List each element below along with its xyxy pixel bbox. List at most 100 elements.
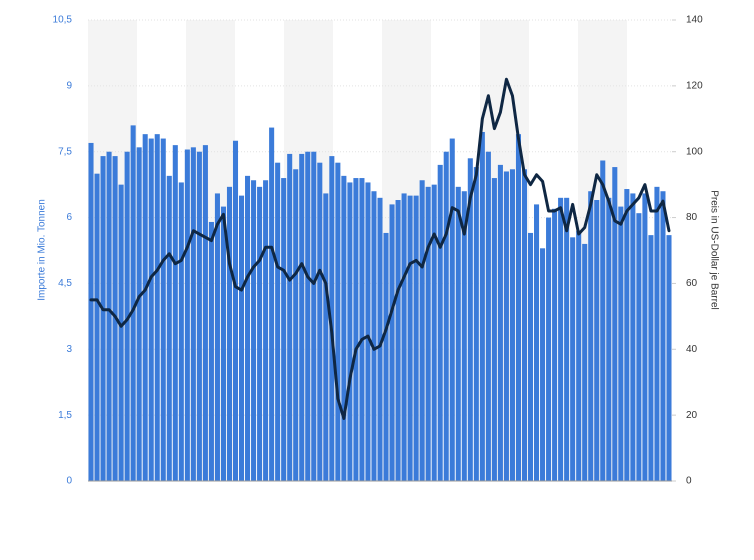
- bar: [251, 180, 257, 481]
- y-tick-label: 9: [66, 80, 72, 91]
- bar: [407, 195, 413, 481]
- bar: [564, 197, 570, 482]
- y2-tick-label: 20: [686, 410, 698, 421]
- bar: [178, 182, 184, 481]
- bar: [365, 182, 371, 481]
- bar: [154, 134, 160, 481]
- bar: [335, 162, 341, 481]
- bar: [287, 153, 293, 481]
- bar: [630, 193, 636, 481]
- bar: [371, 191, 377, 481]
- y2-tick-label: 60: [686, 278, 698, 289]
- bar: [311, 151, 317, 481]
- bar: [106, 151, 112, 481]
- bar: [142, 134, 148, 481]
- bar: [275, 162, 281, 481]
- y-tick-label: 1,5: [58, 410, 72, 421]
- bar: [166, 175, 172, 481]
- bar: [455, 186, 461, 482]
- bar: [437, 164, 443, 481]
- y-tick-label: 4,5: [58, 278, 72, 289]
- y2-tick-label: 100: [686, 146, 703, 157]
- bar: [485, 151, 491, 481]
- y-tick-label: 10,5: [53, 15, 73, 26]
- y-tick-label: 3: [66, 344, 72, 355]
- bar: [491, 178, 497, 482]
- bar: [546, 217, 552, 482]
- bar: [654, 186, 660, 482]
- bar: [642, 193, 648, 481]
- bar: [184, 149, 190, 481]
- bar: [172, 145, 178, 481]
- bar: [202, 145, 208, 481]
- bar: [540, 248, 546, 481]
- bar: [130, 125, 136, 481]
- bar: [383, 232, 389, 481]
- bar: [443, 151, 449, 481]
- bar: [419, 180, 425, 481]
- bar: [88, 142, 94, 481]
- bar: [509, 169, 515, 481]
- bar: [245, 175, 251, 481]
- bar: [220, 206, 226, 481]
- y2-tick-label: 40: [686, 344, 698, 355]
- bar: [612, 167, 618, 482]
- bar: [413, 195, 419, 481]
- bar: [515, 134, 522, 481]
- bar: [425, 186, 431, 482]
- bar: [269, 127, 275, 482]
- bar: [160, 138, 166, 482]
- bar: [618, 206, 624, 481]
- bar: [293, 169, 299, 481]
- bar: [497, 164, 503, 481]
- bar: [588, 191, 594, 481]
- bar: [582, 243, 588, 481]
- bar: [594, 200, 600, 481]
- bar: [395, 200, 401, 481]
- bar: [305, 151, 311, 481]
- bar: [317, 162, 323, 481]
- bar: [208, 221, 214, 481]
- bar: [100, 156, 106, 481]
- y2-tick-label: 140: [686, 15, 703, 26]
- bar: [238, 195, 245, 481]
- bar: [552, 208, 558, 482]
- bar: [503, 171, 509, 481]
- bar: [257, 186, 263, 482]
- bar: [606, 197, 612, 482]
- bar: [449, 138, 455, 482]
- bar: [521, 169, 528, 481]
- y2-tick-label: 80: [686, 212, 698, 223]
- bar: [461, 191, 467, 481]
- bar: [190, 147, 196, 482]
- bar: [281, 178, 287, 482]
- bar: [329, 156, 335, 481]
- bar: [347, 182, 353, 481]
- bar: [624, 189, 630, 482]
- bar: [148, 138, 154, 482]
- bar: [136, 147, 142, 482]
- bar: [359, 178, 365, 482]
- bar: [600, 160, 606, 481]
- bar: [558, 197, 564, 482]
- bar: [341, 175, 347, 481]
- bar: [263, 180, 269, 481]
- bar: [124, 151, 130, 481]
- bar: [377, 197, 383, 482]
- bar: [636, 213, 642, 481]
- y2-axis-label: Preis in US-Dollar je Barrel: [708, 190, 719, 309]
- bar: [232, 140, 239, 481]
- y-tick-label: 7,5: [58, 146, 72, 157]
- bar: [299, 153, 305, 481]
- y2-tick-label: 120: [686, 80, 703, 91]
- y-tick-label: 6: [66, 212, 72, 223]
- bar: [431, 184, 437, 481]
- bar: [467, 158, 473, 482]
- bar: [666, 235, 672, 481]
- bar: [648, 235, 654, 481]
- bar: [214, 193, 220, 481]
- bar: [389, 204, 395, 481]
- bar: [527, 232, 534, 481]
- bar: [473, 167, 479, 482]
